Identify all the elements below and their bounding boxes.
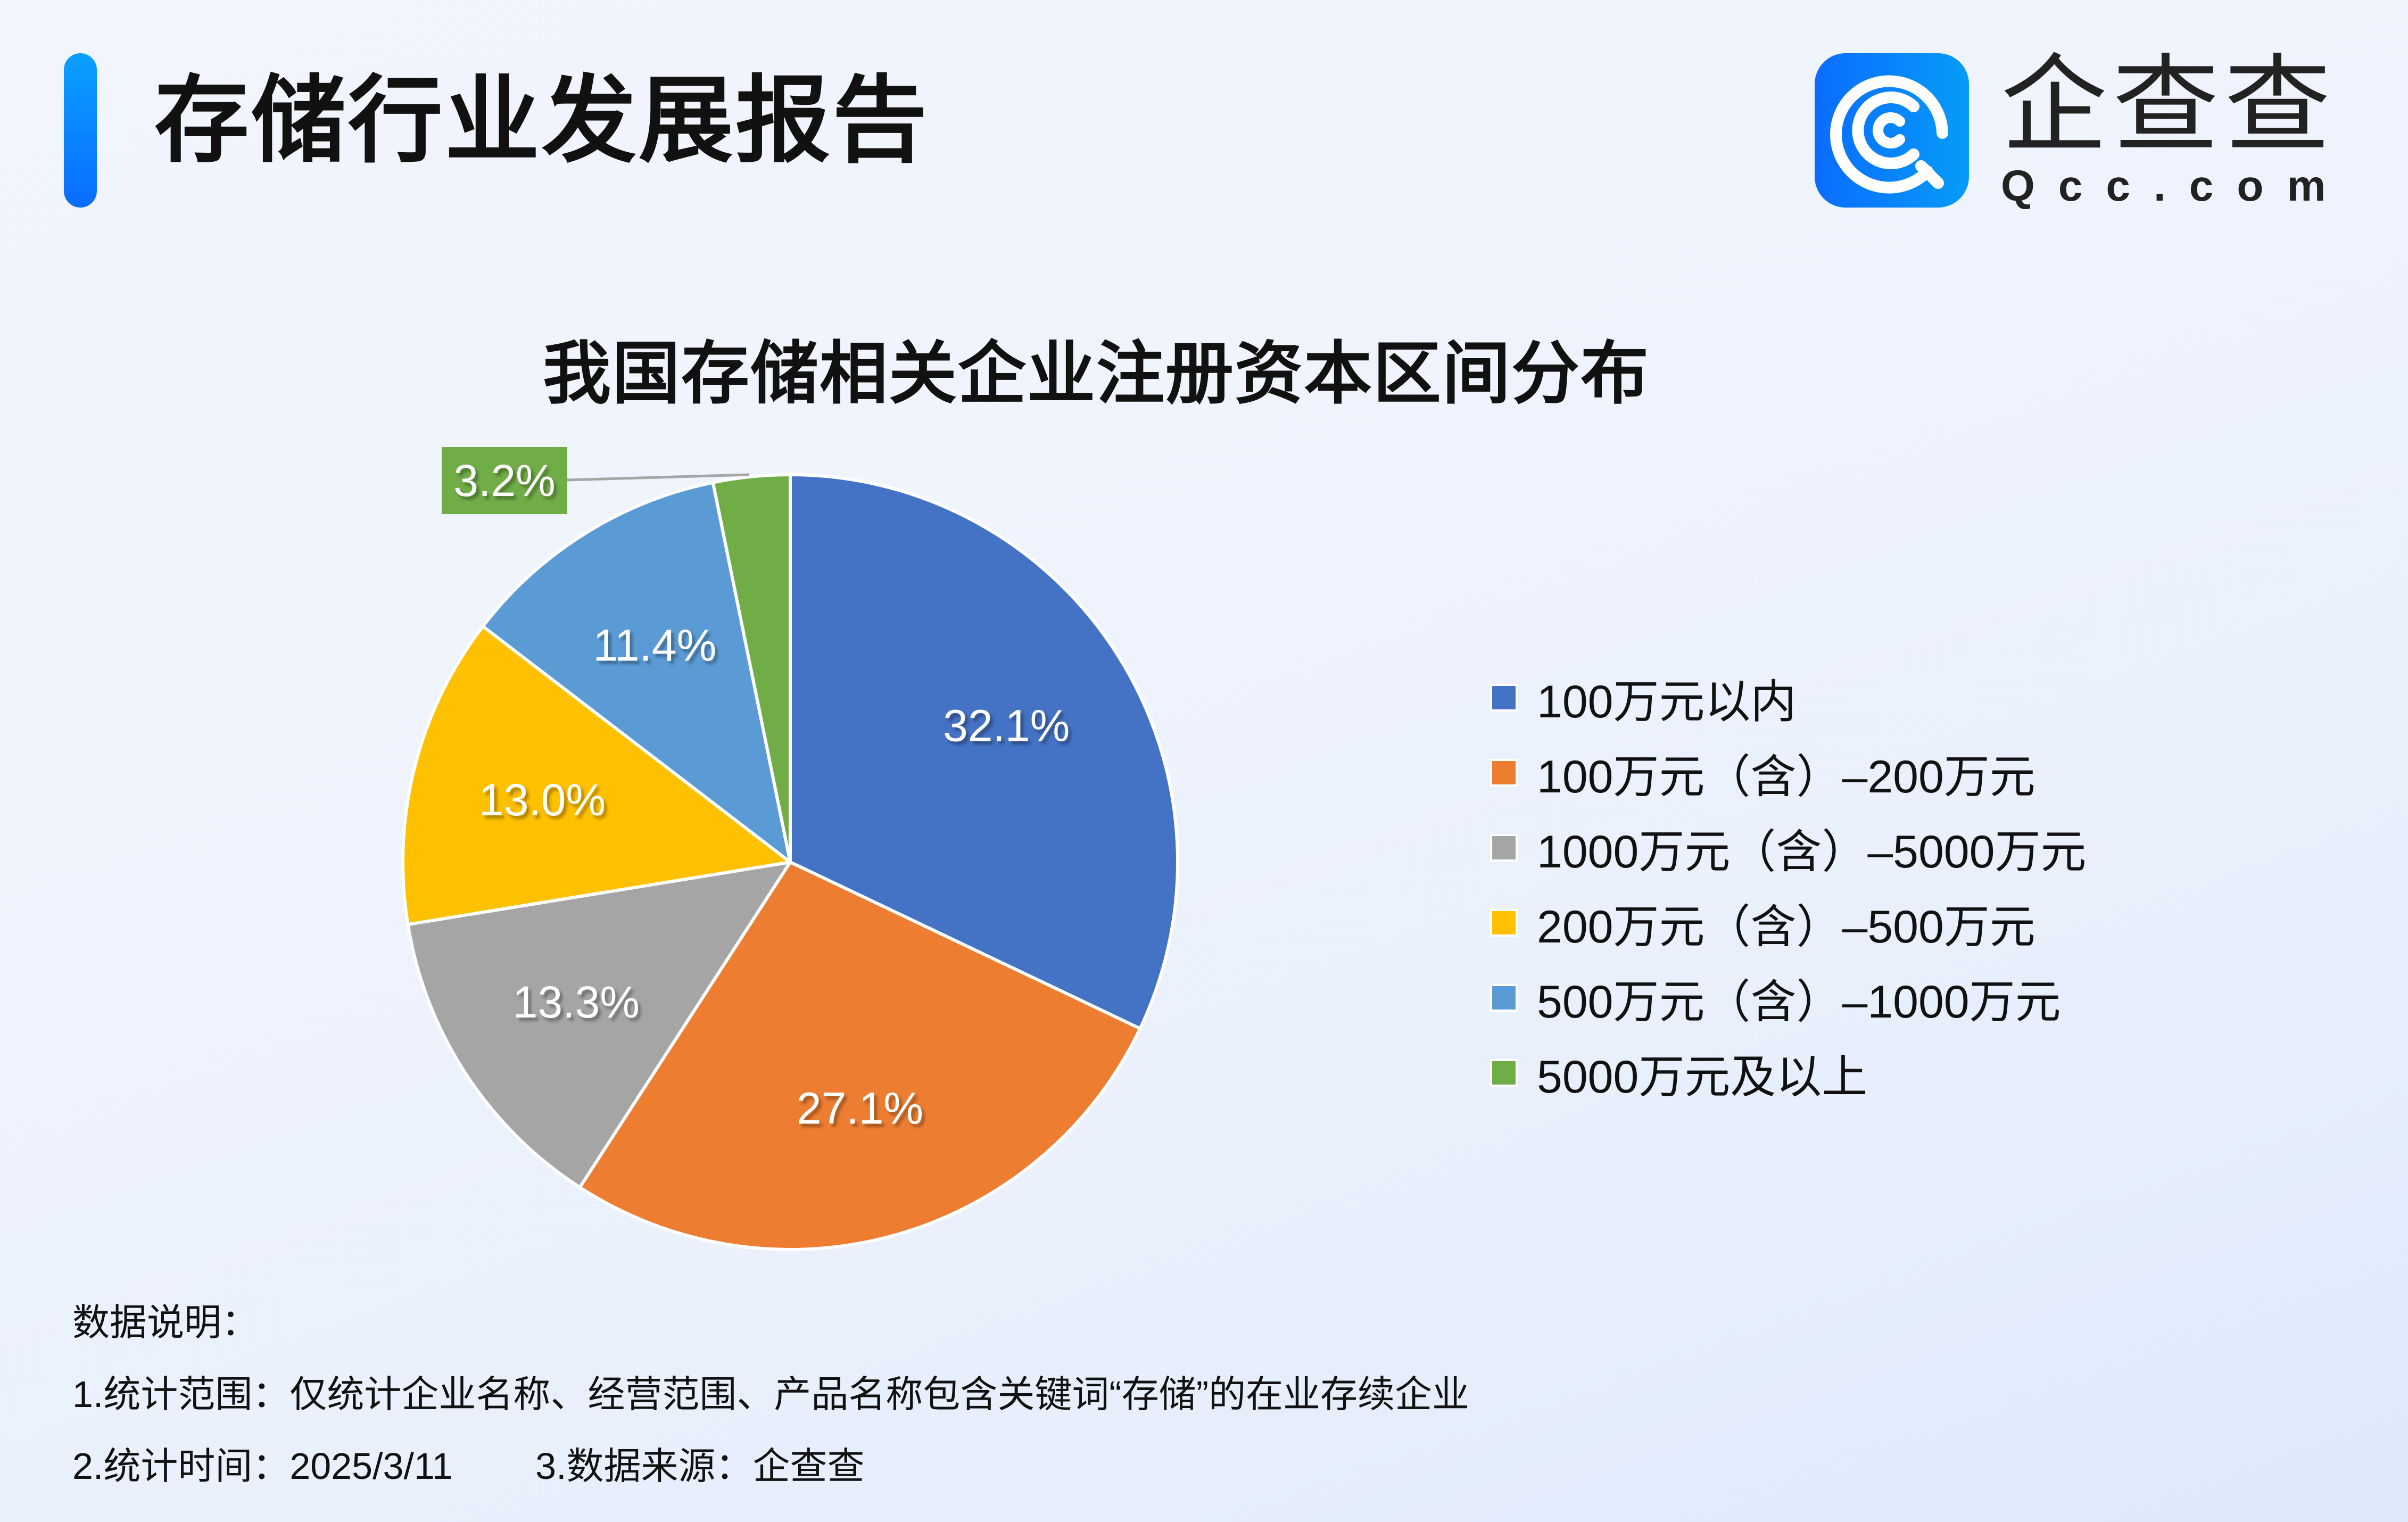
legend-label: 100万元（含）–200万元: [1537, 751, 2035, 803]
slice-label: 27.1%: [797, 1083, 923, 1133]
pie-slice: [789, 473, 1179, 1030]
page-title: 存储行业发展报告: [154, 68, 929, 173]
legend-swatch: [1490, 983, 1518, 1012]
pie-slice: [578, 861, 1142, 1251]
legend-swatch: [1490, 758, 1518, 787]
legend-item: 200万元（含）–500万元: [1490, 885, 2086, 960]
title-accent-bar: [64, 53, 97, 208]
callout-leader-line: [567, 473, 750, 482]
logo-name-cn: 企查查: [2001, 46, 2337, 165]
notes-scope: 1.统计范围：仅统计企业名称、经营范围、产品名称包含关键词“存储”的在业存续企业: [72, 1374, 1469, 1415]
legend-label: 100万元以内: [1537, 676, 1797, 727]
slice-label: 11.4%: [593, 621, 716, 671]
slice-label: 32.1%: [943, 700, 1070, 750]
slice-label: 3.2%: [453, 456, 555, 506]
pie-slice: [711, 473, 792, 864]
legend-label: 200万元（含）–500万元: [1537, 901, 2035, 953]
logo-name-en: Qcc.com: [2001, 162, 2349, 210]
legend-item: 1000万元（含）–5000万元: [1490, 810, 2086, 885]
legend-label: 5000万元及以上: [1537, 1052, 1868, 1103]
notes-heading: 数据说明：: [72, 1302, 259, 1343]
legend-label: 1000万元（含）–5000万元: [1537, 826, 2087, 878]
legend-swatch: [1490, 833, 1518, 862]
legend-item: 500万元（含）–1000万元: [1490, 960, 2086, 1035]
pie-slice: [481, 481, 792, 864]
callout-box: [442, 447, 567, 514]
legend-item: 100万元（含）–200万元: [1490, 735, 2086, 810]
notes-time-source: 2.统计时间：2025/3/11 3.数据来源：企查查: [72, 1445, 865, 1487]
pie-slice: [406, 861, 792, 1189]
qcc-logo-icon: [1815, 53, 1969, 208]
chart-title: 我国存储相关企业注册资本区间分布: [542, 336, 1650, 412]
chart-legend: 100万元以内 100万元（含）–200万元 1000万元（含）–5000万元 …: [1490, 660, 2086, 1110]
slice-label: 13.3%: [513, 977, 640, 1027]
slice-label: 13.0%: [479, 775, 606, 825]
legend-swatch: [1490, 1058, 1518, 1087]
legend-item: 100万元以内: [1490, 660, 2086, 735]
legend-swatch: [1490, 683, 1518, 712]
qcc-logo: 企查查 Qcc.com: [1815, 53, 2349, 208]
legend-item: 5000万元及以上: [1490, 1035, 2086, 1110]
data-notes: 数据说明： 1.统计范围：仅统计企业名称、经营范围、产品名称包含关键词“存储”的…: [72, 1298, 1469, 1514]
pie-slice: [401, 624, 792, 927]
legend-swatch: [1490, 908, 1518, 937]
legend-label: 500万元（含）–1000万元: [1537, 977, 2061, 1028]
